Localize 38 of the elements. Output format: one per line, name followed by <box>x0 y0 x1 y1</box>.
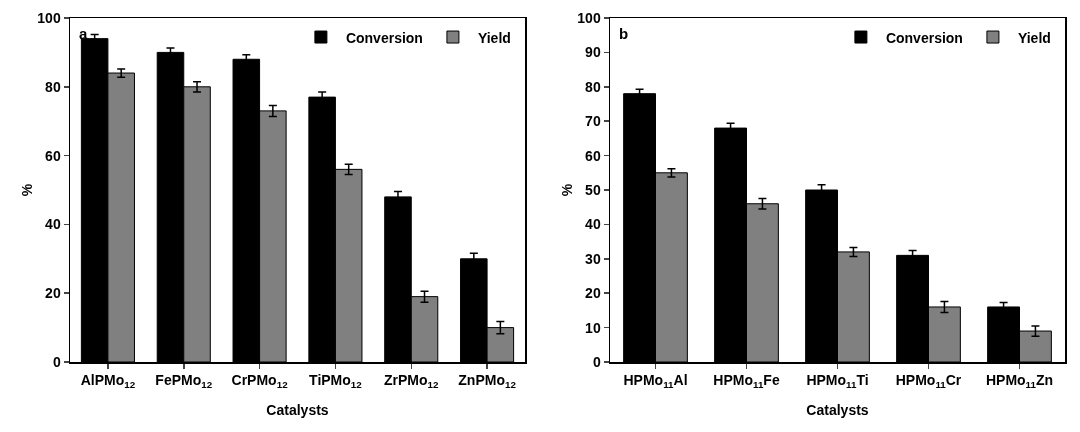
x-tick-label: FePMo$_{12}$ <box>155 372 213 391</box>
y-tick-label: 60 <box>585 147 601 164</box>
y-tick-label: 100 <box>37 9 61 26</box>
y-tick-label: 20 <box>585 285 601 302</box>
annotation: b <box>619 25 629 42</box>
x-axis-title: Catalysts <box>806 401 869 418</box>
annotation: a <box>79 25 88 42</box>
legend-label: Conversion <box>345 29 423 46</box>
y-tick-label: 60 <box>45 147 61 164</box>
x-tick-label: ZrPMo$_{12}$ <box>384 372 440 391</box>
legend-label: Conversion <box>885 29 963 46</box>
y-tick-label: 80 <box>585 78 601 95</box>
y-axis-title: % <box>558 183 575 197</box>
x-tick-label: HPMo$_{11}$Zn <box>985 372 1054 391</box>
y-tick-label: 20 <box>45 285 61 302</box>
y-tick-label: 100 <box>577 9 601 26</box>
x-tick-label: CrPMo$_{12}$ <box>231 372 289 391</box>
y-tick-label: 70 <box>585 113 601 130</box>
y-tick-label: 0 <box>52 353 61 370</box>
x-tick-label: ZnPMo$_{12}$ <box>458 372 517 391</box>
x-axis-title: Catalysts <box>266 401 329 418</box>
y-tick-label: 80 <box>45 78 61 95</box>
x-tick-label: HPMo$_{11}$Ti <box>806 372 869 391</box>
legend-label: Yield <box>1017 29 1051 46</box>
y-tick-label: 0 <box>592 353 601 370</box>
x-tick-label: AlPMo$_{12}$ <box>80 372 136 391</box>
x-tick-label: TiPMo$_{12}$ <box>309 372 363 391</box>
x-tick-label: HPMo$_{11}$Al <box>623 372 688 391</box>
y-tick-label: 50 <box>585 181 601 198</box>
y-tick-label: 30 <box>585 250 601 267</box>
legend-label: Yield <box>477 29 511 46</box>
y-tick-label: 40 <box>585 216 601 233</box>
y-tick-label: 90 <box>585 44 601 61</box>
x-tick-label: HPMo$_{11}$Fe <box>713 372 780 391</box>
y-tick-label: 10 <box>585 319 601 336</box>
x-tick-label: HPMo$_{11}$Cr <box>895 372 962 391</box>
y-axis-title: % <box>18 183 35 197</box>
y-tick-label: 40 <box>45 216 61 233</box>
